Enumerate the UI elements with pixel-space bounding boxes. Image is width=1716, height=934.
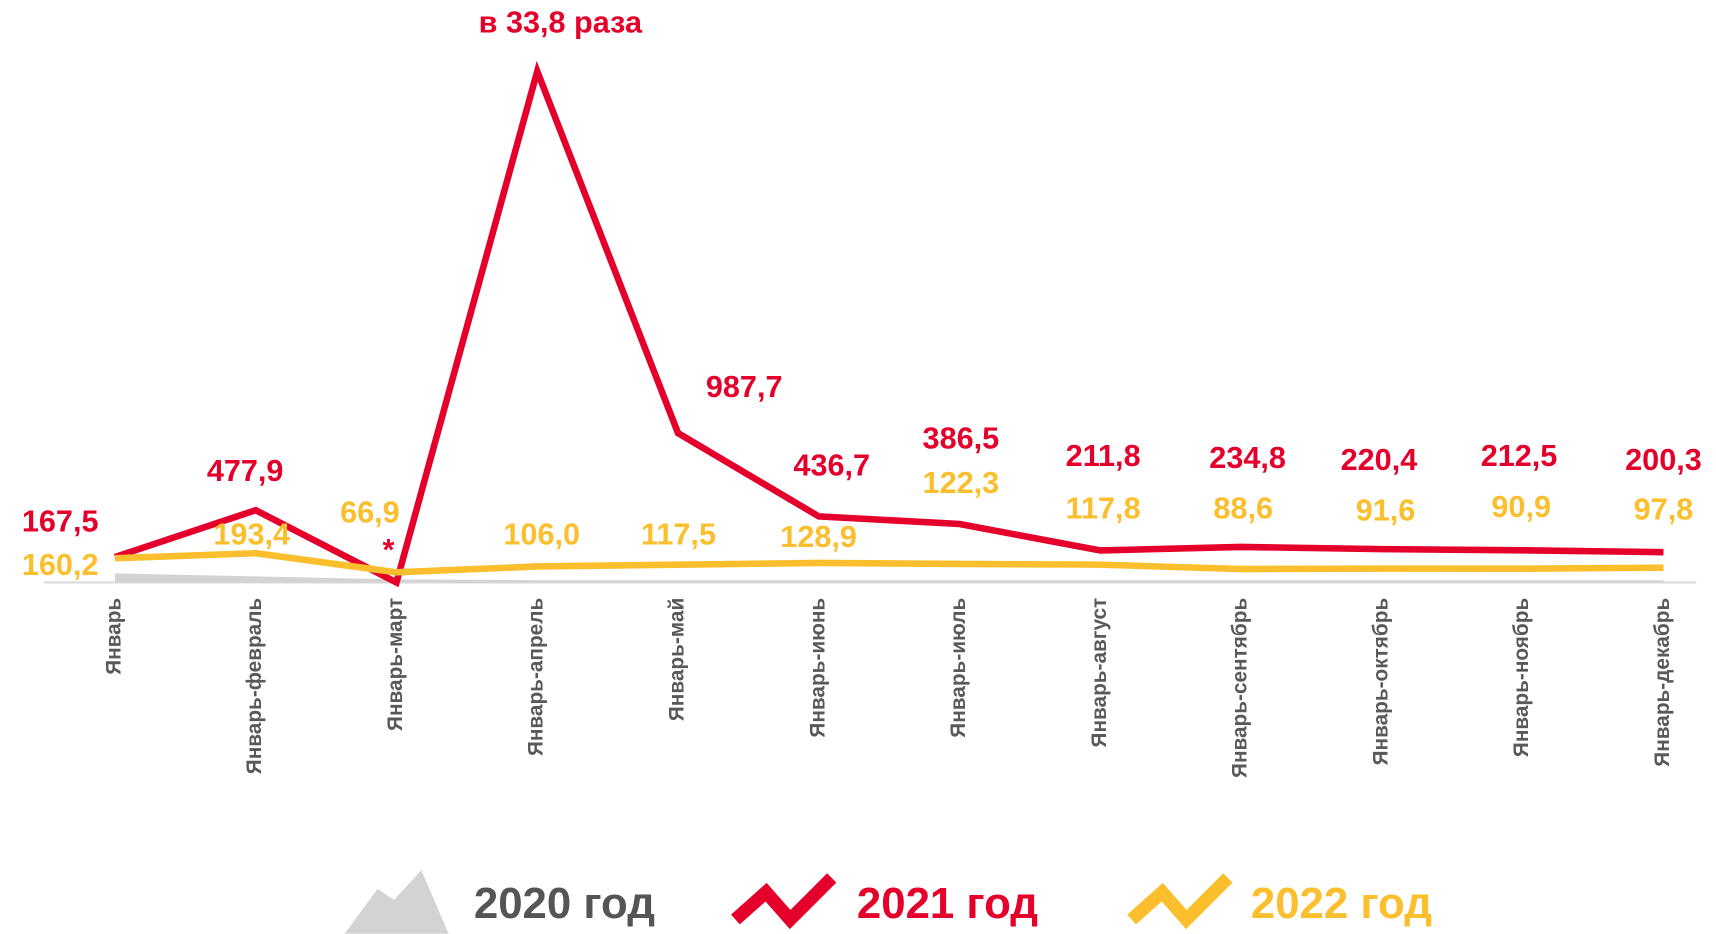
legend-icon-2021 xyxy=(731,873,837,930)
data-label: 66,9 xyxy=(340,496,400,530)
data-label: 117,8 xyxy=(1066,491,1141,525)
data-label: 987,7 xyxy=(706,370,783,404)
x-tick-label: Январь-август xyxy=(1088,598,1111,748)
legend-label: 2020 год xyxy=(474,879,655,928)
x-tick-label: Январь-октябрь xyxy=(1369,598,1392,766)
x-tick-label: Январь-июнь xyxy=(806,598,829,738)
legend-label: 2022 год xyxy=(1251,879,1432,928)
x-tick-label: Январь-ноябрь xyxy=(1510,598,1533,757)
data-label: 220,4 xyxy=(1341,443,1418,477)
data-label: 97,8 xyxy=(1634,492,1694,526)
data-label: * xyxy=(383,533,395,567)
data-label: 117,5 xyxy=(641,518,716,552)
area-2020 xyxy=(114,573,1664,583)
data-label: 211,8 xyxy=(1066,439,1141,473)
data-label: 193,4 xyxy=(213,518,290,552)
data-label: 477,9 xyxy=(207,454,284,488)
data-label: 90,9 xyxy=(1491,490,1551,524)
data-label: в 33,8 раза xyxy=(479,5,643,39)
legend-icon-2022 xyxy=(1127,873,1233,930)
line xyxy=(114,549,1664,576)
data-label: 200,3 xyxy=(1625,443,1702,477)
data-label: 436,7 xyxy=(793,449,870,483)
data-label: 386,5 xyxy=(923,421,1000,455)
data-label: 160,2 xyxy=(22,548,99,582)
x-tick-label: Январь-март xyxy=(384,598,407,731)
data-label: 212,5 xyxy=(1481,439,1558,473)
legend-icon-2020 xyxy=(344,870,449,934)
x-tick-label: Январь-февраль xyxy=(243,598,266,774)
data-label: 88,6 xyxy=(1213,491,1273,525)
x-tick-label: Январь-июль xyxy=(947,598,970,738)
data-label: 91,6 xyxy=(1356,494,1416,528)
x-tick-label: Январь xyxy=(102,598,125,675)
x-tick-label: Январь-сентябрь xyxy=(1229,598,1252,778)
data-label: 122,3 xyxy=(923,466,1000,500)
x-tick-label: Январь-апрель xyxy=(525,598,548,756)
x-tick-label: Январь-май xyxy=(666,598,689,721)
data-label: 106,0 xyxy=(503,518,580,552)
legend-label: 2021 год xyxy=(857,879,1038,928)
data-label: 128,9 xyxy=(780,520,857,554)
data-label: 234,8 xyxy=(1209,441,1286,475)
x-tick-label: Январь-декабрь xyxy=(1651,598,1674,767)
data-label: 167,5 xyxy=(22,504,99,538)
